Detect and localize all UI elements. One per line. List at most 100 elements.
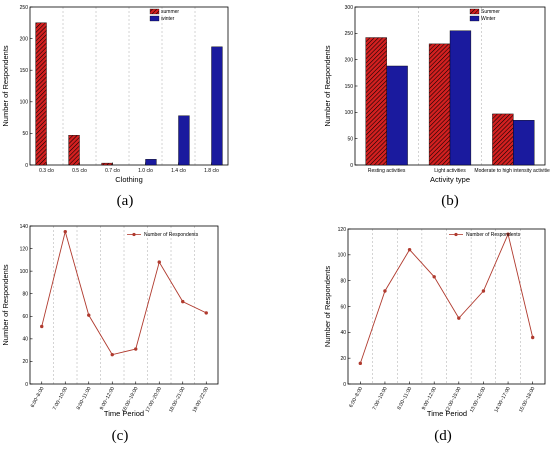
legend-swatch-summer: [469, 8, 480, 15]
y-tick-label: 20: [340, 356, 346, 362]
x-tick-label: 7:00~10:00: [52, 386, 69, 411]
data-point: [110, 352, 114, 357]
data-point: [530, 335, 535, 340]
legend-label: Number of Respondents: [144, 232, 199, 238]
x-axis-label: Time Period: [104, 409, 144, 418]
x-tick-label: 13:00~16:00: [469, 386, 488, 414]
x-axis-label: Time Period: [427, 409, 467, 418]
data-point: [358, 361, 363, 366]
y-tick-label: 200: [345, 57, 354, 63]
data-point: [134, 347, 138, 351]
legend-swatch-winter: [469, 15, 480, 22]
data-point: [63, 229, 67, 234]
bar-summer: [35, 22, 47, 166]
data-point: [506, 232, 510, 236]
y-tick-label: 40: [22, 337, 28, 343]
x-tick-label: Moderate to high intensity activities: [474, 168, 550, 174]
chart-c: 0 20 40 60 80 100 120 140 6:00~8:00 7:00~10:00 8:0…: [1, 224, 219, 444]
y-tick-label: 50: [22, 131, 28, 137]
x-tick-label: Resting activities: [368, 168, 406, 174]
x-tick-label: 14:00~17:00: [493, 386, 512, 414]
y-tick-label: 150: [20, 68, 29, 74]
series-line: [41, 229, 207, 356]
x-tick-label: 9:00~12:00: [421, 386, 438, 411]
data-point: [157, 260, 161, 264]
y-tick-label: 200: [20, 36, 29, 42]
x-axis-label: Activity type: [430, 175, 470, 184]
plot-frame: [29, 6, 229, 166]
data-point: [407, 247, 412, 252]
data-point: [87, 313, 91, 317]
y-tick-label: 140: [20, 224, 29, 230]
x-tick-label: 0.7 clo: [105, 168, 120, 174]
y-axis-label: Number of Respondents: [323, 45, 332, 127]
x-tick-label: 8:00~11:00: [396, 386, 413, 411]
bar-summer: [492, 113, 514, 166]
y-tick-label: 150: [345, 84, 354, 90]
x-tick-label: 6:00~8:00: [348, 386, 364, 409]
x-tick-label: 1.0 clo: [138, 168, 153, 174]
chart-a: 0 50 100 150 200 250 0.3 clo 0.5 clo 0.7 clo 1.0 …: [1, 5, 229, 209]
legend-label: Number of Respondents: [466, 232, 521, 238]
bar-summer: [428, 43, 451, 166]
y-tick-label: 0: [343, 382, 346, 388]
y-tick-label: 80: [340, 278, 346, 284]
bar-summer: [101, 162, 113, 166]
x-tick-label: 19:00~22:00: [192, 386, 211, 414]
y-tick-label: 300: [345, 5, 354, 11]
data-point: [181, 299, 185, 304]
x-tick-label: 9:00~12:00: [99, 386, 116, 411]
y-tick-label: 20: [22, 359, 28, 365]
y-axis-label: Number of Respondents: [323, 266, 332, 348]
bar-summer: [68, 135, 80, 166]
chart-b: 0 50 100 150 200 250 300 Resting activities Ligh…: [323, 5, 550, 209]
x-tick-label: Light activities: [434, 168, 466, 174]
panel-label: (c): [112, 428, 129, 444]
panel-label: (d): [434, 428, 452, 444]
y-tick-label: 40: [340, 330, 346, 336]
legend-swatch-winter: [149, 15, 160, 22]
legend-marker: [132, 232, 136, 237]
x-tick-label: 8:00~11:00: [76, 386, 93, 411]
x-tick-label: 6:00~8:00: [30, 386, 46, 409]
chart-d: 0 20 40 60 80 100 120 6:00~8:00 7:00~10:00 8:00~1…: [323, 227, 546, 444]
data-point: [481, 289, 486, 293]
y-tick-label: 80: [22, 292, 28, 298]
y-tick-label: 120: [338, 227, 347, 233]
y-tick-label: 0: [350, 163, 353, 169]
x-axis-label: Clothing: [115, 175, 143, 184]
y-tick-label: 100: [20, 100, 29, 106]
bar-winter: [449, 30, 472, 166]
data-point: [40, 324, 44, 329]
y-tick-label: 100: [338, 253, 347, 259]
y-tick-label: 250: [345, 31, 354, 37]
panel-label: (b): [441, 193, 459, 209]
x-tick-label: 15:00~18:00: [518, 386, 537, 414]
legend-label-summer: summer: [161, 9, 179, 15]
x-tick-label: 17:00~20:00: [145, 386, 164, 414]
data-point: [383, 289, 387, 293]
bar-winter: [386, 65, 408, 166]
x-tick-label: 7:00~10:00: [372, 386, 389, 411]
plot-frame: [29, 225, 219, 385]
x-tick-label: 0.3 clo: [39, 168, 54, 174]
bar-summer: [365, 37, 387, 166]
y-tick-label: 100: [345, 110, 354, 116]
bar-winter: [211, 46, 223, 166]
y-tick-label: 250: [20, 5, 29, 11]
y-tick-label: 100: [20, 269, 29, 275]
data-point: [204, 311, 208, 315]
y-axis-label: Number of Respondents: [1, 45, 10, 127]
data-point: [432, 275, 436, 279]
legend-swatch-summer: [149, 8, 160, 15]
y-tick-label: 0: [25, 163, 28, 169]
legend-label-winter: winter: [161, 16, 175, 22]
legend-label-winter: Winter: [481, 16, 496, 22]
bar-winter: [145, 159, 157, 166]
series-line: [359, 232, 534, 364]
y-tick-label: 120: [20, 246, 29, 252]
y-tick-label: 60: [340, 304, 346, 310]
legend-marker: [454, 232, 458, 237]
panel-label: (a): [117, 193, 134, 209]
